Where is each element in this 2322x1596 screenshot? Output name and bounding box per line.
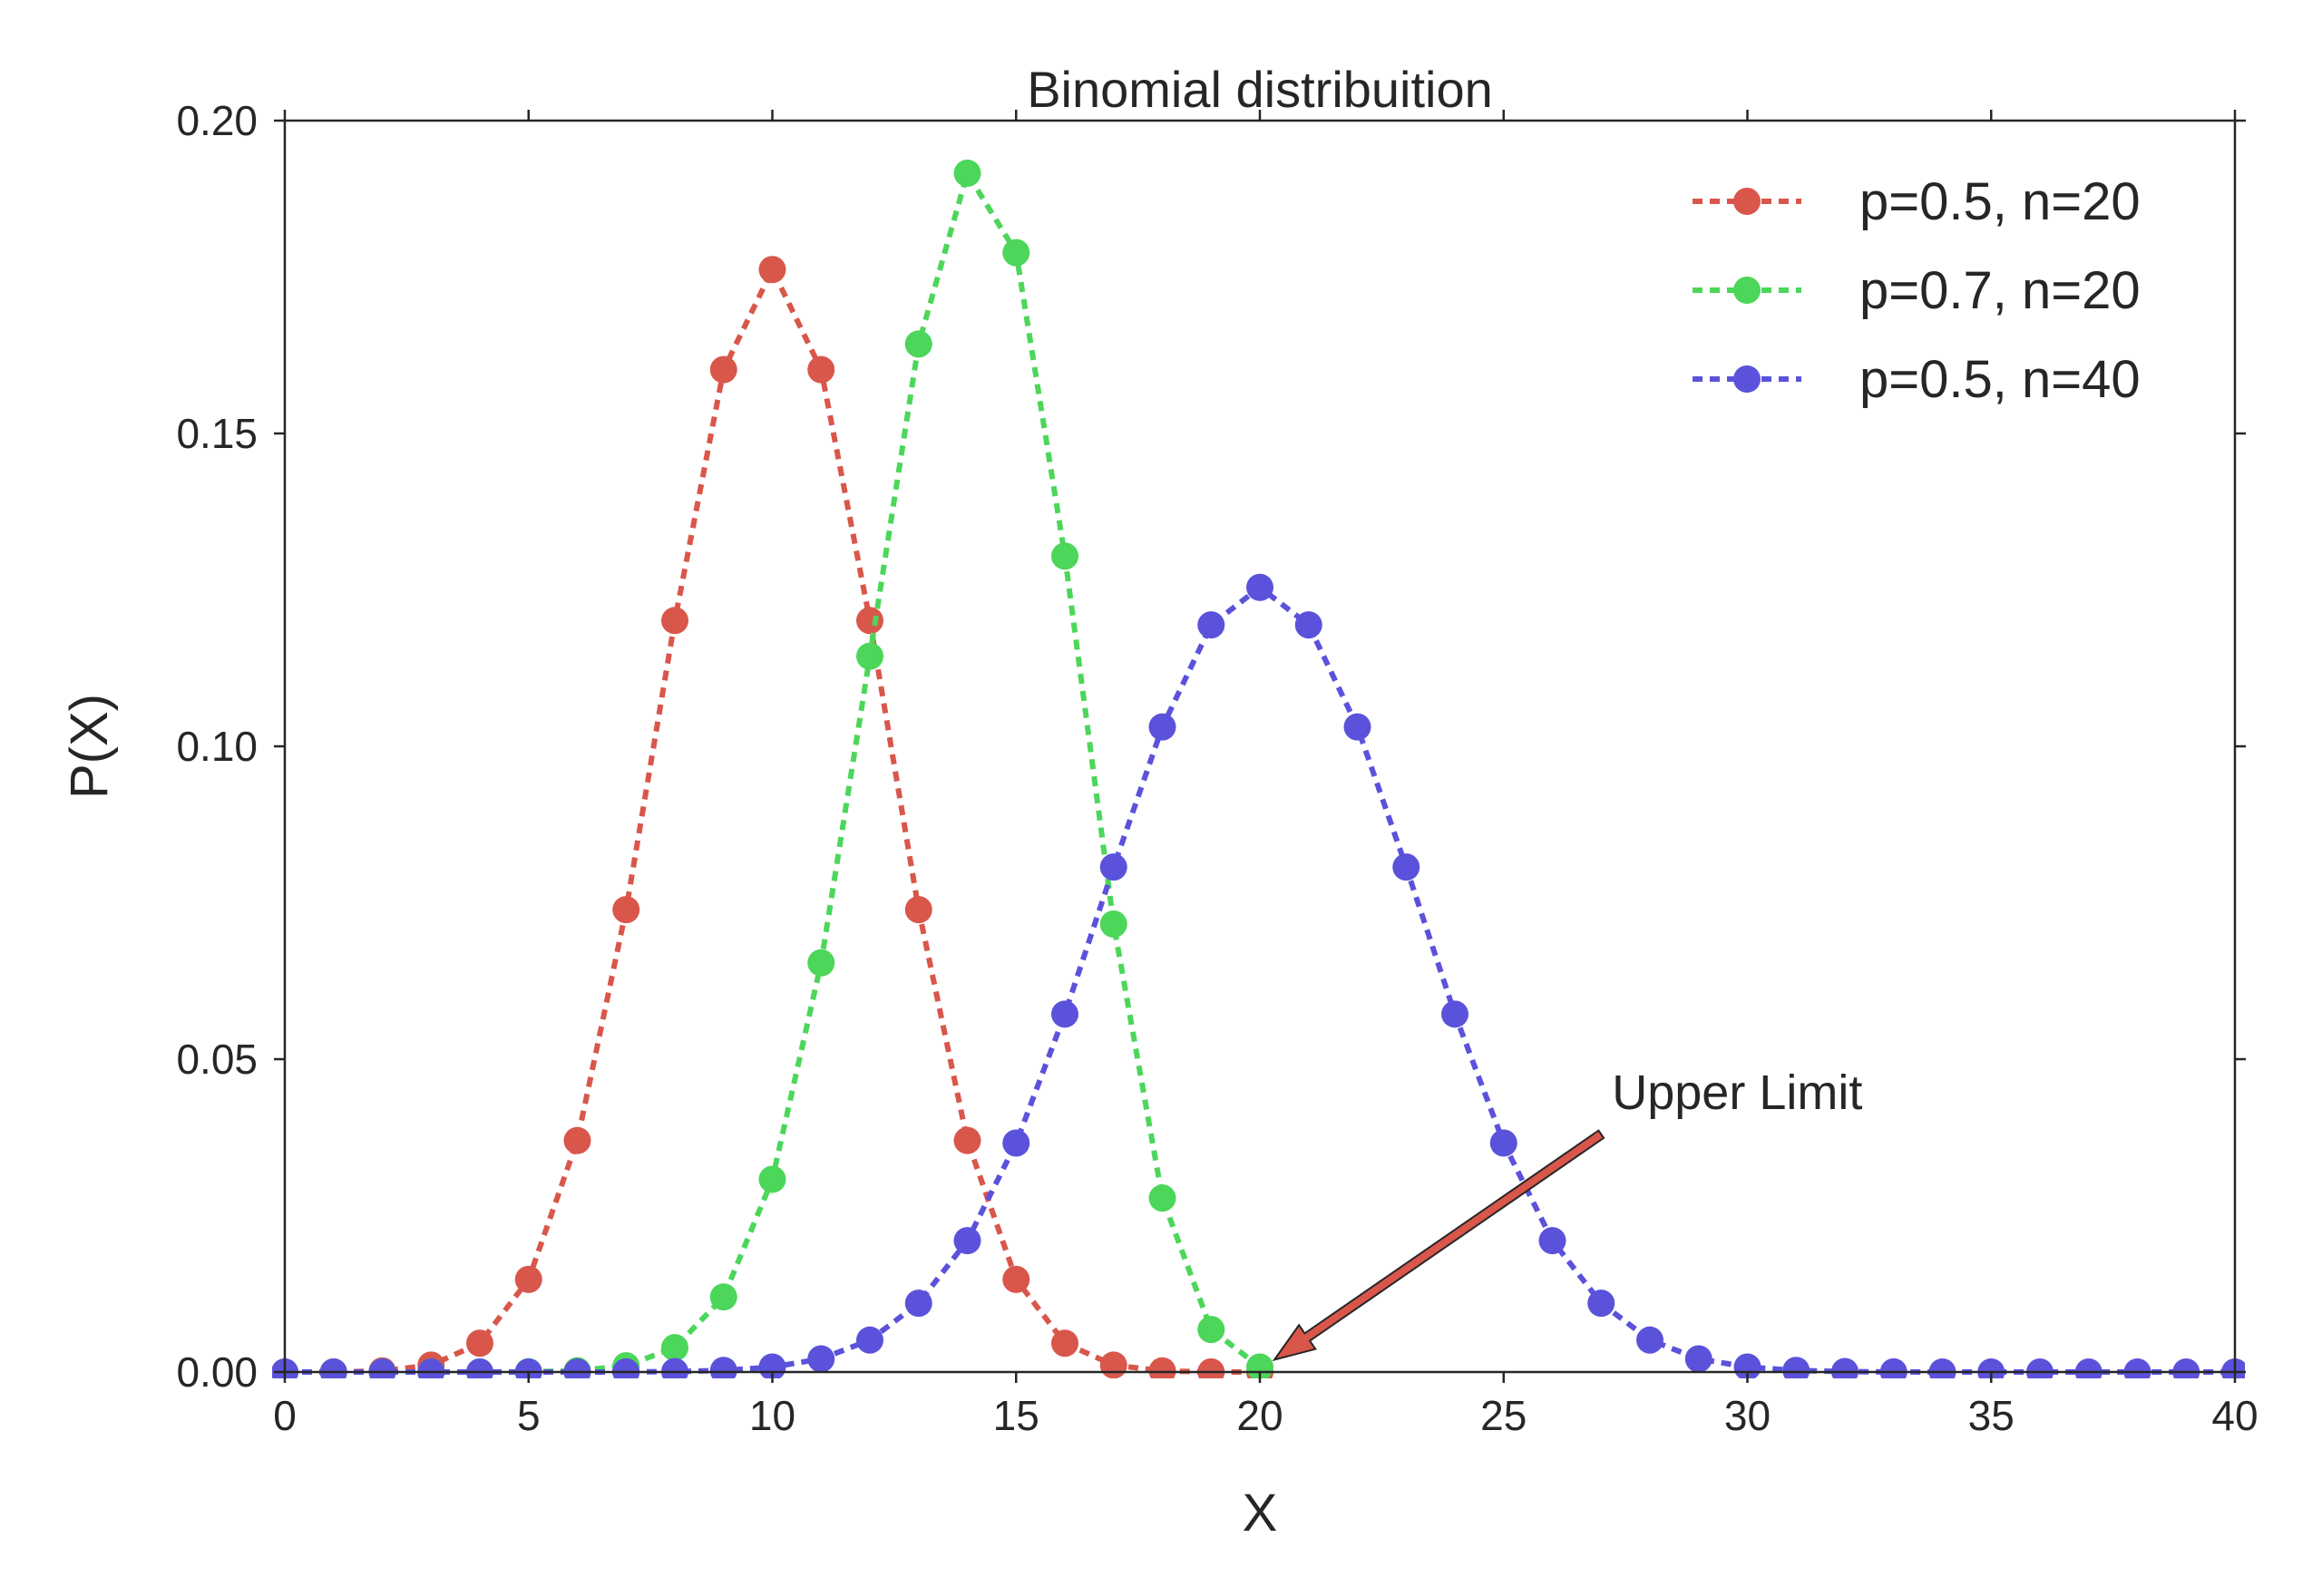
series-3-point	[1294, 611, 1322, 639]
series-3-point	[319, 1358, 347, 1378]
series-1-point	[612, 896, 640, 924]
series-3-point	[1684, 1345, 1712, 1373]
series-1-point	[1197, 1358, 1225, 1378]
series-3-point	[2221, 1358, 2245, 1378]
annotation-layer: Upper Limit	[1272, 1066, 1862, 1362]
series-3-point	[1002, 1129, 1030, 1157]
chart-title: Binomial distribuition	[1027, 61, 1493, 118]
legend-marker	[1733, 188, 1761, 215]
series-1-point	[758, 256, 786, 284]
series-2-point	[856, 642, 883, 670]
legend-label: p=0.5, n=20	[1859, 172, 2141, 231]
legend-label: p=0.7, n=20	[1859, 261, 2141, 320]
y-tick-label: 0.05	[176, 1036, 258, 1083]
y-tick-label: 0.15	[176, 410, 258, 457]
series-3-point	[1879, 1358, 1907, 1378]
series-2-point	[709, 1283, 737, 1311]
x-tick-label: 15	[993, 1392, 1039, 1439]
series-3-point	[856, 1326, 883, 1354]
legend-marker	[1733, 365, 1761, 393]
series-2-point	[904, 330, 932, 358]
series-3-point	[1246, 573, 1273, 601]
series-3-point	[417, 1358, 445, 1378]
x-tick-label: 30	[1724, 1392, 1771, 1439]
series-1-point	[1051, 1329, 1078, 1358]
series-3-point	[1782, 1357, 1810, 1378]
series-1-point	[514, 1265, 542, 1293]
series-2-point	[1099, 910, 1127, 938]
x-tick-label: 5	[517, 1392, 541, 1439]
series-1-point	[466, 1329, 493, 1358]
series-3-point	[1343, 713, 1371, 741]
series-2-point	[953, 159, 981, 187]
series-1-point	[709, 355, 737, 384]
legend: p=0.5, n=20 p=0.7, n=20 p=0.5, n=40	[1693, 172, 2141, 409]
series-3-point	[1636, 1326, 1663, 1354]
series-2-point	[1051, 542, 1078, 570]
series-3-point	[2074, 1358, 2102, 1378]
series-3-point	[1928, 1358, 1956, 1378]
y-tick-label: 0.20	[176, 97, 258, 144]
series-1-point	[1002, 1265, 1030, 1293]
series-3-point	[1392, 853, 1420, 881]
series-3-point	[1148, 713, 1176, 741]
series-1-point	[563, 1126, 591, 1154]
y-axis-title: P(X)	[60, 694, 119, 799]
series-2-point	[758, 1165, 786, 1193]
legend-label: p=0.5, n=40	[1859, 350, 2141, 409]
x-tick-label: 40	[2211, 1392, 2258, 1439]
series-1-point	[904, 896, 932, 924]
series-3-point	[2123, 1358, 2151, 1378]
x-tick-label: 20	[1236, 1392, 1283, 1439]
series-3-point	[2172, 1358, 2200, 1378]
annotation-label: Upper Limit	[1612, 1066, 1862, 1120]
series-3-point	[368, 1358, 396, 1378]
series-2-point	[661, 1334, 688, 1362]
series-3-point	[563, 1358, 591, 1378]
series-3-point	[1441, 1000, 1468, 1028]
series-2-point	[1148, 1184, 1176, 1212]
x-tick-label: 0	[273, 1392, 297, 1439]
series-1-point	[807, 355, 835, 384]
series-3-point	[1099, 853, 1127, 881]
series-3-point	[1051, 1000, 1078, 1028]
annotation-arrow	[1272, 1129, 1605, 1362]
series-3-point	[709, 1357, 737, 1378]
legend-marker	[1733, 277, 1761, 304]
series-3-point	[904, 1289, 932, 1318]
series-3-point	[807, 1345, 835, 1373]
series-3-point	[1197, 611, 1225, 639]
series-3-point	[1538, 1227, 1566, 1255]
x-axis-title: X	[1243, 1484, 1278, 1542]
plot-area	[285, 121, 2235, 1372]
series-2-point	[1002, 238, 1030, 267]
series-3-point	[612, 1358, 640, 1378]
series-3-point	[1587, 1289, 1615, 1318]
series-3-point	[1489, 1129, 1517, 1157]
ticks-layer: 0 5 10 15 20 25 30 35 40 0.00 0.05 0.10 0.15 0.20	[176, 97, 2258, 1439]
series-1-point	[953, 1126, 981, 1154]
series-1-point	[1099, 1351, 1127, 1378]
series-1-point	[661, 607, 688, 635]
series-2-point	[807, 949, 835, 977]
y-tick-label: 0.00	[176, 1348, 258, 1396]
series-3-point	[661, 1358, 688, 1378]
series-3-point	[1977, 1358, 2005, 1378]
series-line-1	[284, 263, 1261, 1375]
series-2-point	[1197, 1316, 1225, 1344]
y-tick-label: 0.10	[176, 723, 258, 770]
series-3-point	[953, 1227, 981, 1255]
series-3-point	[514, 1358, 542, 1378]
x-tick-label: 10	[749, 1392, 795, 1439]
series-3-point	[2026, 1358, 2054, 1378]
x-tick-label: 25	[1480, 1392, 1527, 1439]
series-3-point	[466, 1358, 493, 1378]
series-1-point	[856, 607, 883, 635]
series-3-point	[1831, 1358, 1859, 1378]
x-tick-label: 35	[1968, 1392, 2015, 1439]
